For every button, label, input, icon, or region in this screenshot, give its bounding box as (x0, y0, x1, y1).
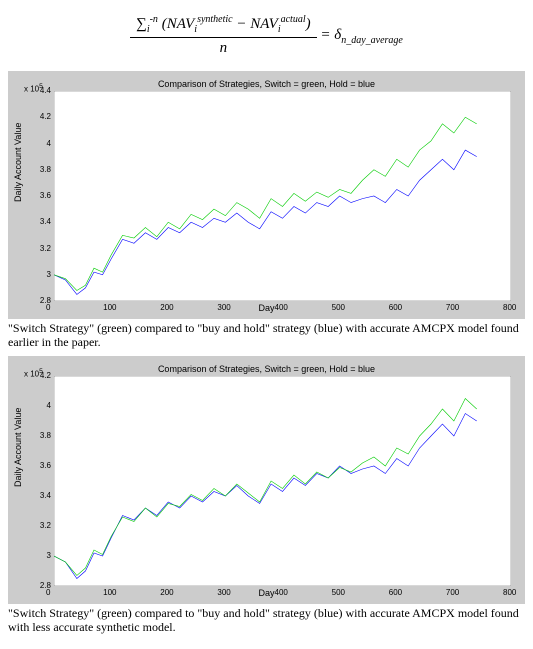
xtick: 400 (275, 588, 288, 597)
chart-2-plot-area: x 105 2.833.23.43.63.844.201002003004005… (54, 376, 511, 586)
chart-1-panel: Comparison of Strategies, Switch = green… (8, 71, 525, 319)
term2-sub: i (278, 24, 281, 35)
formula: ∑i-n (NAVisynthetic − NAViactual) n = δn… (8, 14, 525, 57)
chart-2-xlabel: Day (14, 586, 519, 598)
ytick: 3 (47, 551, 51, 560)
fraction: ∑i-n (NAVisynthetic − NAViactual) n (130, 14, 317, 57)
xtick: 600 (389, 303, 402, 312)
ytick: 4.2 (40, 112, 51, 121)
xtick: 300 (217, 588, 230, 597)
xtick: 100 (103, 303, 116, 312)
xtick: 400 (275, 303, 288, 312)
term2-sup: actual (281, 14, 306, 25)
caption-1: "Switch Strategy" (green) compared to "b… (8, 321, 525, 350)
xtick: 800 (503, 303, 516, 312)
xtick: 700 (446, 303, 459, 312)
xtick: 300 (217, 303, 230, 312)
ytick: 3.2 (40, 521, 51, 530)
xtick: 200 (160, 303, 173, 312)
ytick: 3.6 (40, 461, 51, 470)
sum-upper: -n (150, 14, 158, 25)
xtick: 700 (446, 588, 459, 597)
xtick: 500 (332, 303, 345, 312)
ytick: 3.4 (40, 491, 51, 500)
term1-sub: i (194, 24, 197, 35)
chart-2-title: Comparison of Strategies, Switch = green… (14, 362, 519, 376)
chart-1-svg (54, 91, 511, 301)
ytick: 4.2 (40, 371, 51, 380)
term1: NAV (167, 16, 195, 32)
xtick: 500 (332, 588, 345, 597)
ytick: 4.4 (40, 86, 51, 95)
ytick: 3 (47, 270, 51, 279)
xtick: 200 (160, 588, 173, 597)
ytick: 3.2 (40, 244, 51, 253)
ytick: 3.6 (40, 191, 51, 200)
delta-sub: n_day_average (341, 35, 403, 46)
chart-1-xlabel: Day (14, 301, 519, 313)
chart-2-svg (54, 376, 511, 586)
sum-index: i (147, 24, 150, 35)
ytick: 4 (47, 401, 51, 410)
caption-2: "Switch Strategy" (green) compared to "b… (8, 606, 525, 635)
ytick: 4 (47, 139, 51, 148)
xtick: 800 (503, 588, 516, 597)
ytick: 3.8 (40, 431, 51, 440)
xtick: 600 (389, 588, 402, 597)
ytick: 3.4 (40, 217, 51, 226)
chart-2-ylabel: Daily Account Value (13, 407, 23, 486)
ytick: 3.8 (40, 165, 51, 174)
sum-symbol: ∑ (136, 16, 147, 32)
xtick: 100 (103, 588, 116, 597)
chart-1-ylabel: Daily Account Value (13, 123, 23, 202)
denominator: n (130, 38, 317, 57)
chart-1-plot-area: x 105 2.833.23.43.63.844.24.401002003004… (54, 91, 511, 301)
xtick: 0 (46, 303, 50, 312)
exp-text-2: x 10 (24, 369, 39, 378)
term2: NAV (250, 16, 278, 32)
chart-2-panel: Comparison of Strategies, Switch = green… (8, 356, 525, 604)
xtick: 0 (46, 588, 50, 597)
exp-text: x 10 (24, 85, 39, 94)
term1-sup: synthetic (197, 14, 233, 25)
chart-1-title: Comparison of Strategies, Switch = green… (14, 77, 519, 91)
